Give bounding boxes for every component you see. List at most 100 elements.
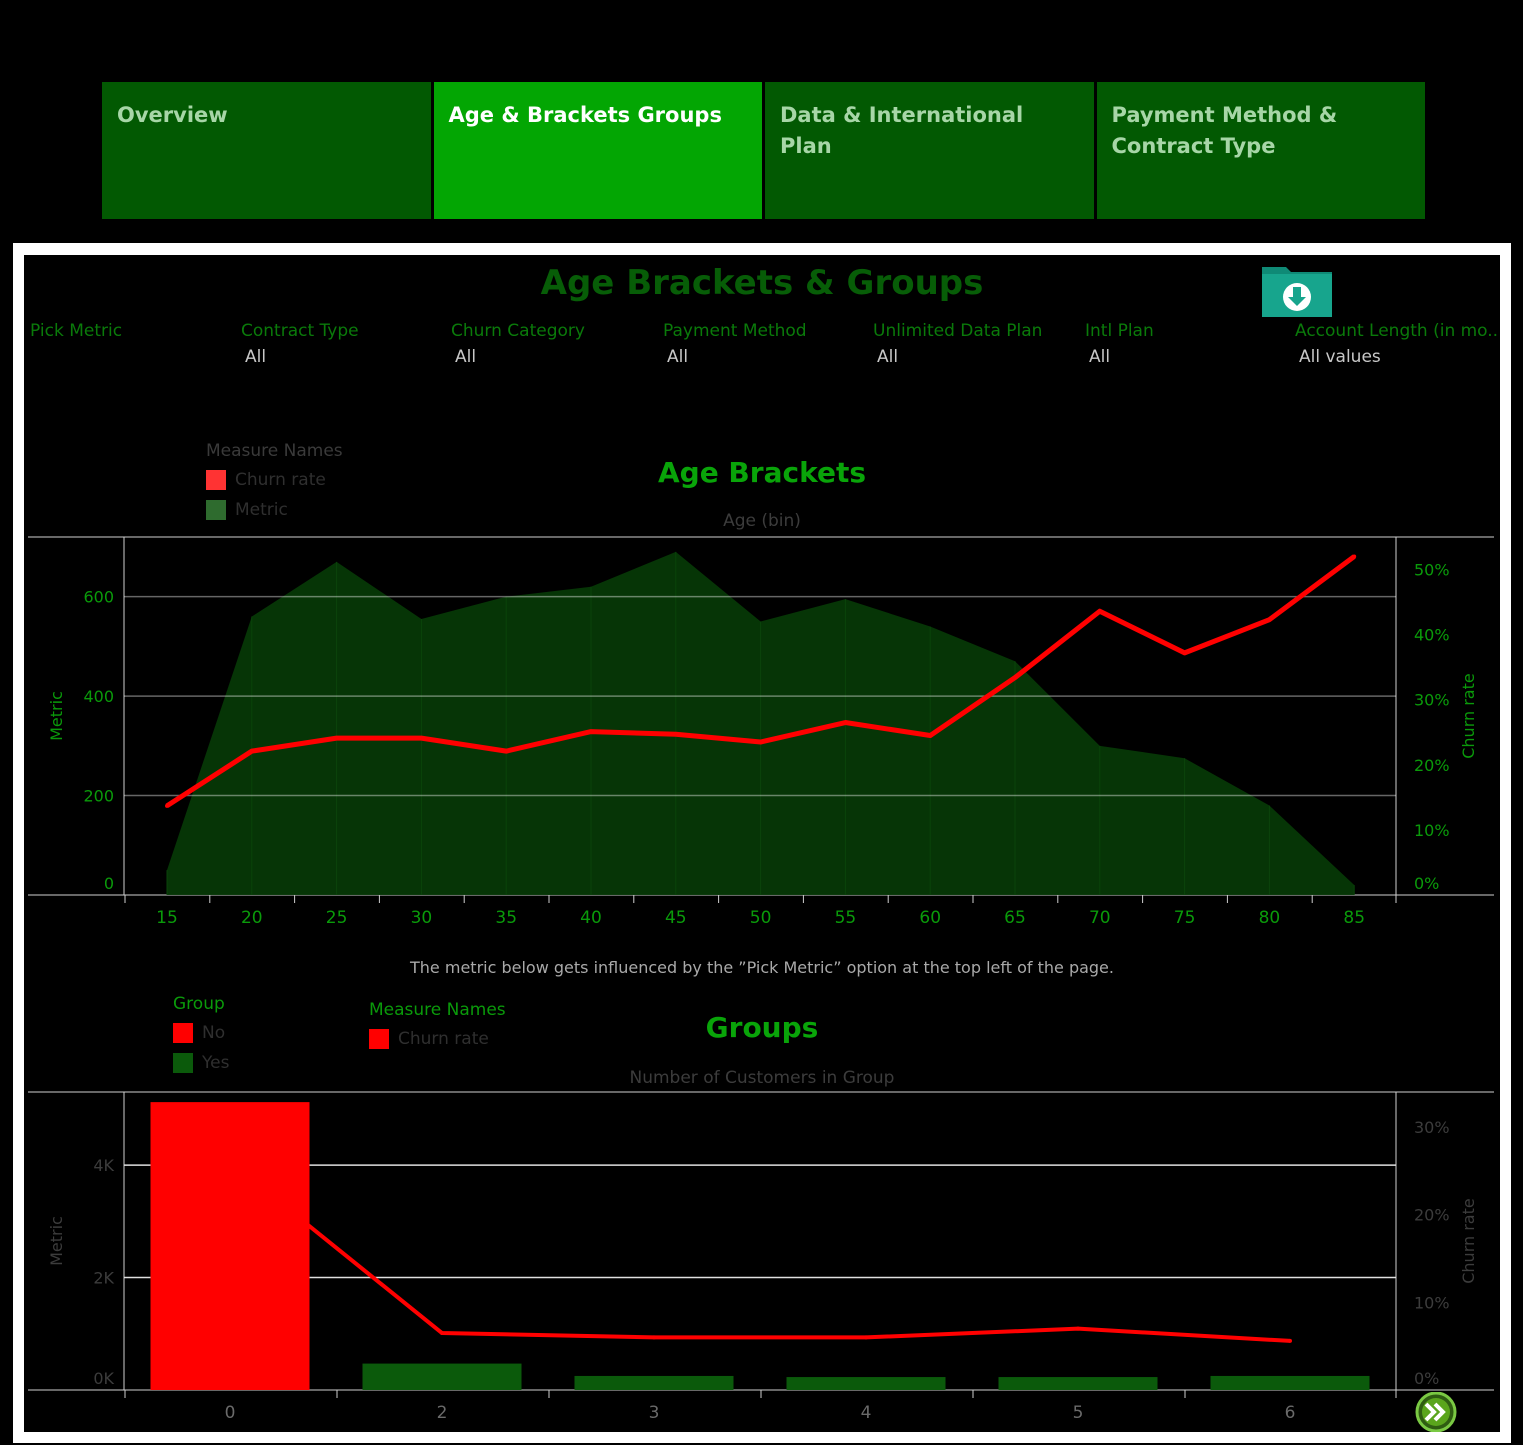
- metric-bar: [150, 1102, 310, 1390]
- y-tick-label: 600: [83, 588, 114, 607]
- age-brackets-chart: 0 200 400 600 0% 10% 20% 30% 40% 50% 15 20 25 30 35 40 4…: [28, 536, 1494, 928]
- y-tick-label: 4K: [93, 1156, 114, 1175]
- y2-axis-title: Churn rate: [1459, 1198, 1478, 1283]
- legend-measure-names: Measure Names Churn rate Metric: [206, 441, 343, 525]
- churn-rate-point: [1288, 1338, 1292, 1343]
- tab-overview[interactable]: Overview: [102, 82, 431, 219]
- x-tick-label: 20: [241, 908, 263, 928]
- legend-title: Measure Names: [206, 441, 343, 461]
- x-tick-label: 60: [919, 908, 941, 928]
- filter-label: Pick Metric: [30, 321, 123, 341]
- filter-value: All: [877, 347, 899, 367]
- filter-intl-plan[interactable]: Intl Plan All: [1085, 321, 1154, 367]
- churn-rate-line: [228, 1160, 1291, 1343]
- legend-item-churn-rate[interactable]: Churn rate: [206, 465, 343, 495]
- x-tick-label: 40: [580, 908, 602, 928]
- metric-note: The metric below gets influenced by the …: [410, 958, 1114, 977]
- x-tick-label: 75: [1174, 908, 1196, 928]
- y2-tick-label: 30%: [1414, 1118, 1450, 1137]
- filter-churn-category[interactable]: Churn Category All: [451, 321, 585, 367]
- legend-label: Churn rate: [398, 1029, 489, 1049]
- x-tick-label: 30: [411, 908, 433, 928]
- x-tick-label: 45: [665, 908, 687, 928]
- churn-rate-point: [1076, 1326, 1080, 1331]
- y-tick-label: 2K: [93, 1269, 114, 1288]
- legend-label: No: [202, 1023, 226, 1043]
- legend-item-metric[interactable]: Metric: [206, 495, 343, 525]
- legend-item-churn-rate[interactable]: Churn rate: [369, 1024, 506, 1054]
- metric-bar: [998, 1377, 1158, 1390]
- filter-payment-method[interactable]: Payment Method All: [663, 321, 807, 367]
- filter-contract-type[interactable]: Contract Type All: [241, 321, 359, 367]
- metric-bar: [786, 1377, 946, 1390]
- legend-swatch: [206, 470, 226, 490]
- churn-rate-point: [673, 732, 678, 737]
- chart-title-groups: Groups: [705, 1011, 819, 1044]
- double-chevron-right-icon[interactable]: [1413, 1392, 1459, 1432]
- y2-tick-label: 0%: [1414, 1369, 1439, 1388]
- y2-tick-label: 50%: [1414, 561, 1450, 580]
- tab-age-brackets-groups[interactable]: Age & Brackets Groups: [433, 82, 762, 219]
- churn-rate-point: [928, 733, 933, 738]
- x-tick-label: 85: [1343, 908, 1365, 928]
- churn-rate-point: [334, 736, 339, 741]
- filter-value: All: [1089, 347, 1111, 367]
- metric-bar: [362, 1363, 522, 1390]
- x-tick-label: 0: [225, 1403, 236, 1423]
- y-tick-label: 0K: [93, 1369, 114, 1388]
- x-tick-label: 55: [835, 908, 857, 928]
- filter-value: All: [245, 347, 267, 367]
- x-tick-label: 4: [861, 1403, 872, 1423]
- legend-item-yes[interactable]: Yes: [173, 1048, 229, 1078]
- filter-label: Churn Category: [451, 321, 585, 341]
- dashboard-title: Age Brackets & Groups: [540, 263, 984, 303]
- filter-value: All: [667, 347, 689, 367]
- churn-rate-point: [1182, 650, 1187, 655]
- filter-unlimited-data-plan[interactable]: Unlimited Data Plan All: [873, 321, 1042, 367]
- y2-tick-label: 0%: [1414, 874, 1439, 893]
- filter-account-length[interactable]: Account Length (in mo.. All values: [1295, 321, 1498, 367]
- x-tick-label: 70: [1089, 908, 1111, 928]
- y-tick-label: 400: [83, 687, 114, 706]
- churn-rate-point: [1352, 554, 1357, 559]
- filter-label: Payment Method: [663, 321, 807, 341]
- y-axis-title: Metric: [47, 691, 66, 741]
- churn-rate-point: [1013, 675, 1017, 680]
- y-axis-title: Metric: [47, 1216, 66, 1266]
- legend-group: Group No Yes: [173, 994, 229, 1078]
- x-axis-title-age: Age (bin): [723, 511, 801, 531]
- filter-value: All values: [1299, 347, 1381, 367]
- x-tick-label: 2: [437, 1403, 448, 1423]
- x-tick-label: 25: [326, 908, 348, 928]
- x-tick-label: 15: [156, 908, 178, 928]
- filter-label: Contract Type: [241, 321, 359, 341]
- y-tick-label: 200: [83, 787, 114, 806]
- legend-item-no[interactable]: No: [173, 1018, 229, 1048]
- folder-download-icon[interactable]: [1260, 261, 1334, 319]
- filter-pick-metric[interactable]: Pick Metric: [30, 321, 122, 347]
- y2-tick-label: 10%: [1414, 1293, 1450, 1312]
- y2-axis-title: Churn rate: [1459, 673, 1478, 758]
- filter-label: Intl Plan: [1085, 321, 1154, 341]
- x-tick-label: 65: [1004, 908, 1026, 928]
- x-tick-label: 3: [649, 1403, 660, 1423]
- legend-label: Metric: [235, 500, 288, 520]
- legend-label: Churn rate: [235, 470, 326, 490]
- churn-rate-point: [652, 1335, 656, 1340]
- metric-bar: [574, 1375, 734, 1390]
- tab-payment-method-contract-type[interactable]: Payment Method & Contract Type: [1096, 82, 1425, 219]
- groups-chart: 0K 2K 4K 0% 10% 20% 30% 0 2 3 4 5 6 Metric Churn rate: [28, 1091, 1494, 1423]
- legend-measure-names-2: Measure Names Churn rate: [369, 1000, 506, 1054]
- churn-rate-point: [504, 749, 509, 754]
- y2-tick-label: 40%: [1414, 626, 1450, 645]
- legend-swatch: [206, 500, 226, 520]
- x-tick-label: 6: [1285, 1403, 1296, 1423]
- x-tick-label: 35: [495, 908, 517, 928]
- churn-rate-point: [249, 749, 254, 754]
- legend-title: Measure Names: [369, 1000, 506, 1020]
- legend-swatch: [369, 1029, 389, 1049]
- metric-bar: [1210, 1375, 1370, 1390]
- tab-data-international-plan[interactable]: Data & International Plan: [765, 82, 1094, 219]
- legend-title: Group: [173, 994, 225, 1014]
- churn-rate-point: [1097, 609, 1102, 614]
